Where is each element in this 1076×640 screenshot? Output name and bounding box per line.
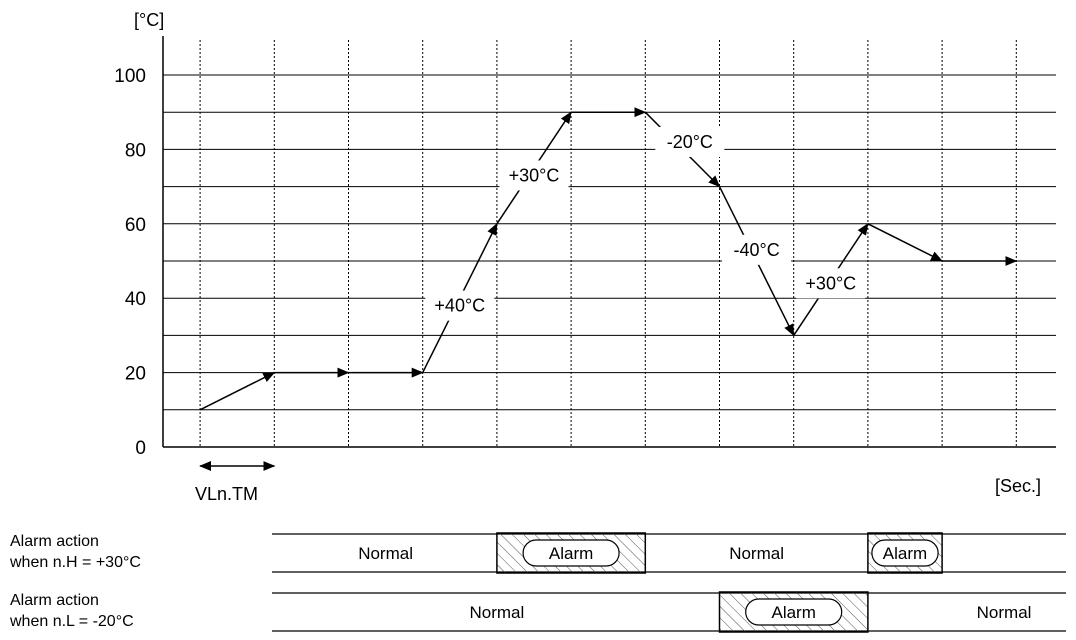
alarm-rows: Alarm action when n.H = +30°C Normal Alarm N… bbox=[9, 532, 1066, 633]
normal-label: Normal bbox=[470, 603, 525, 622]
alarm-row-condition: when n.H = +30°C bbox=[9, 554, 141, 571]
annotation-background bbox=[655, 126, 725, 157]
y-tick-labels: 0 20 40 60 80 100 bbox=[114, 66, 146, 459]
normal-label: Normal bbox=[977, 603, 1032, 622]
y-tick-label: 0 bbox=[135, 438, 146, 459]
alarm-pill bbox=[745, 598, 843, 626]
alarm-label: Alarm bbox=[883, 544, 927, 563]
alarm-row-condition: when n.L = -20°C bbox=[9, 613, 134, 630]
x-unit-label: [Sec.] bbox=[995, 476, 1041, 496]
alarm-row-label: Alarm action bbox=[10, 533, 99, 550]
annotation-background bbox=[722, 234, 792, 265]
alarm-row: Alarm action when n.H = +30°C Normal Alarm N… bbox=[9, 532, 1066, 574]
alarm-pill bbox=[871, 539, 939, 567]
annotation-label: +30°C bbox=[805, 273, 856, 293]
interval-marker-label: VLn.TM bbox=[195, 484, 258, 504]
y-unit-label: [°C] bbox=[134, 10, 164, 30]
alarm-pill bbox=[522, 539, 620, 567]
annotation-label: -20°C bbox=[667, 132, 713, 152]
normal-label: Normal bbox=[729, 544, 784, 563]
y-tick-label: 100 bbox=[114, 66, 146, 87]
annotation-background bbox=[499, 160, 569, 191]
series-segment bbox=[199, 371, 276, 411]
y-tick-label: 80 bbox=[125, 140, 146, 161]
series-segment bbox=[867, 223, 943, 262]
normal-label: Normal bbox=[358, 544, 413, 563]
alarm-label: Alarm bbox=[549, 544, 593, 563]
annotation-label: +40°C bbox=[434, 296, 485, 316]
y-tick-label: 40 bbox=[125, 289, 146, 310]
delta-annotations: +40°C +30°C -20°C -40°C +30°C bbox=[425, 126, 866, 321]
axes bbox=[162, 36, 1056, 448]
annotation-background bbox=[425, 290, 495, 321]
y-tick-label: 20 bbox=[125, 364, 146, 385]
alarm-label: Alarm bbox=[771, 603, 815, 622]
annotation-label: -40°C bbox=[733, 240, 779, 260]
alarm-row-label: Alarm action bbox=[10, 592, 99, 609]
annotation-label: +30°C bbox=[509, 165, 560, 185]
y-tick-label: 60 bbox=[125, 215, 146, 236]
annotation-background bbox=[796, 268, 866, 299]
grid bbox=[163, 40, 1056, 447]
alarm-row: Alarm action when n.L = -20°C Normal Alarm N… bbox=[9, 591, 1066, 633]
